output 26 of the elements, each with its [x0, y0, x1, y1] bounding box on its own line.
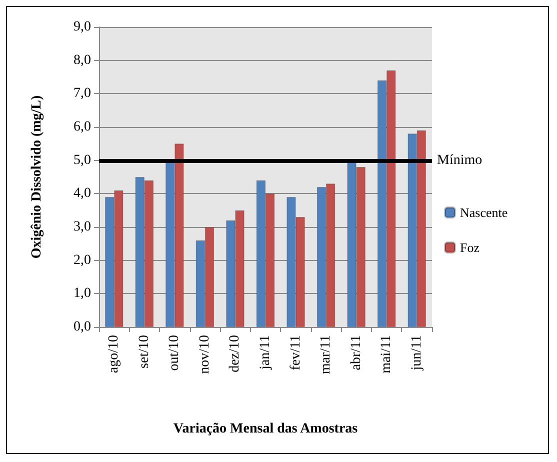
y-tick-label: 1,0 — [74, 286, 91, 302]
ref-line-label: Mínimo — [437, 152, 482, 168]
x-tick-label: fev/11 — [288, 335, 304, 370]
x-tick-label: out/10 — [167, 335, 182, 371]
x-axis-title: Variação Mensal das Amostras — [173, 422, 358, 436]
x-tick-label: set/10 — [136, 335, 152, 368]
y-tick-label: 4,0 — [74, 186, 91, 202]
y-tick-label: 3,0 — [74, 220, 91, 234]
y-tick-label: 8,0 — [74, 52, 91, 68]
y-tick-label: 9,0 — [74, 20, 91, 34]
legend-label: Nascente — [460, 205, 508, 220]
x-tick-label: ago/10 — [106, 335, 122, 374]
x-tick-label: jun/11 — [409, 335, 424, 372]
x-tick-label: nov/10 — [197, 335, 212, 374]
y-tick-label: 7,0 — [74, 86, 91, 102]
x-tick-label: abr/11 — [348, 335, 364, 370]
y-tick-label: 5,0 — [74, 152, 91, 168]
y-axis-title: Oxigênio Dissolvido (mg/L) — [30, 94, 44, 259]
legend-label: Foz — [460, 240, 480, 255]
y-tick-label: 0,0 — [74, 320, 91, 334]
x-tick-label: mai/11 — [379, 335, 394, 374]
y-tick-label: 6,0 — [74, 120, 91, 134]
x-tick-label: mar/11 — [318, 335, 334, 374]
x-tick-label: jan/11 — [258, 335, 273, 370]
y-tick-label: 2,0 — [74, 252, 91, 268]
x-tick-label: dez/10 — [228, 335, 243, 372]
